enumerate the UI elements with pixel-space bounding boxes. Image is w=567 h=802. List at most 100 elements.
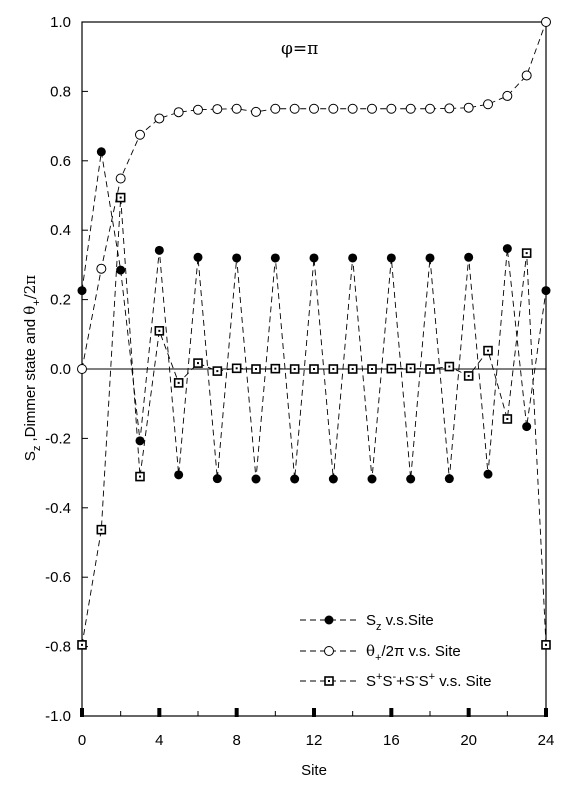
y-axis-title: Sz ,Dimmer state and θ+/2π <box>21 275 43 461</box>
series-line <box>81 151 547 480</box>
data-point <box>367 474 377 484</box>
y-title-s-sub: z <box>31 446 43 452</box>
x-tick-label: 20 <box>460 732 477 749</box>
legend-label-theta: θ+/2π v.s. Site <box>366 642 461 664</box>
y-tick-label: 0.6 <box>50 153 71 170</box>
data-point-center <box>139 475 141 478</box>
x-tick-label: 12 <box>306 732 323 749</box>
data-point <box>541 286 551 296</box>
y-tick-label: 0.2 <box>50 292 71 309</box>
data-point <box>290 474 300 484</box>
data-point <box>154 113 165 124</box>
data-point <box>270 253 280 263</box>
data-point-center <box>371 368 373 370</box>
data-point <box>96 263 107 274</box>
data-point <box>522 422 532 432</box>
data-point <box>173 107 184 118</box>
data-point <box>521 70 532 81</box>
legend-spsm-sup3: - <box>415 671 419 683</box>
legend-spsm-s3: +S <box>396 673 415 690</box>
data-point <box>463 102 474 113</box>
legend-item-theta: θ+/2π v.s. Site <box>300 642 461 664</box>
data-point <box>96 147 106 157</box>
y-tick-label: 1.0 <box>50 14 71 31</box>
data-point <box>348 253 358 263</box>
legend-spsm-rest: v.s. Site <box>435 673 491 690</box>
data-point <box>231 103 242 114</box>
series-open-square-dot <box>77 192 551 650</box>
data-point-center <box>429 368 431 370</box>
y-tick-label: 0.8 <box>50 83 71 100</box>
legend-marker-filled-circle <box>324 615 334 625</box>
data-point-center <box>119 196 122 199</box>
phi-annotation: φ=π <box>281 39 318 59</box>
data-point <box>405 103 416 114</box>
data-point-center <box>313 368 315 370</box>
x-tick-label: 16 <box>383 732 400 749</box>
data-point-center <box>216 370 219 373</box>
data-point-center <box>100 528 103 531</box>
y-tick-label: -1.0 <box>45 708 71 725</box>
x-tick-label: 0 <box>78 732 86 749</box>
legend-marker-open-circle <box>324 646 334 656</box>
legend-theta-sub: + <box>375 652 381 664</box>
data-point <box>367 103 377 114</box>
data-point-center <box>525 252 528 255</box>
data-point <box>212 474 222 484</box>
x-tick <box>234 708 239 717</box>
data-point-center <box>274 367 277 370</box>
y-tick-label: -0.2 <box>45 430 71 447</box>
y-title-2pi: /2π <box>21 275 39 300</box>
data-point <box>289 103 300 114</box>
legend-spsm-s1: S <box>366 673 376 690</box>
legend-spsm-s2: S <box>382 673 392 690</box>
legend-item-spsm: S+S-+S-S+ v.s. Site <box>300 671 491 690</box>
data-point <box>386 103 397 114</box>
x-tick-label: 8 <box>232 732 240 749</box>
y-title-s: S <box>22 451 39 461</box>
series-filled-circle <box>77 147 551 484</box>
data-point <box>77 286 87 296</box>
data-point-center <box>467 374 470 377</box>
data-point <box>251 106 261 117</box>
x-axis: 0 4 8 12 16 20 24 <box>78 708 555 749</box>
data-point <box>135 436 145 446</box>
x-tick <box>80 708 84 717</box>
data-point <box>309 253 319 263</box>
data-point <box>115 173 126 184</box>
data-point <box>425 253 435 263</box>
data-point <box>232 253 242 263</box>
data-point-center <box>158 329 161 332</box>
data-point-center <box>177 381 180 384</box>
data-point <box>425 103 435 114</box>
data-point <box>464 252 474 262</box>
data-point-center <box>293 368 296 370</box>
data-point-center <box>235 367 238 370</box>
y-title-theta: θ <box>21 306 39 315</box>
y-tick-label: -0.8 <box>45 639 71 656</box>
x-tick-label: 4 <box>155 732 163 749</box>
data-point-center <box>545 643 547 646</box>
legend-sz-rest: v.s.Site <box>382 612 434 629</box>
data-point <box>174 470 184 480</box>
legend-theta-main: θ <box>366 642 375 660</box>
legend-spsm-sup4: + <box>429 671 435 683</box>
y-tick-label: 0.0 <box>50 361 71 378</box>
data-point <box>347 103 358 114</box>
legend-spsm-sup1: + <box>376 671 382 683</box>
x-tick-label: 24 <box>538 732 555 749</box>
y-tick-label: -0.4 <box>45 500 71 517</box>
series-line <box>81 21 547 370</box>
data-point <box>444 474 454 484</box>
x-tick <box>544 708 548 717</box>
data-point-center <box>197 362 199 365</box>
data-point <box>251 474 261 484</box>
data-point <box>270 103 281 114</box>
data-point <box>77 364 87 374</box>
x-tick <box>157 708 162 717</box>
legend-label-sz: Sz v.s.Site <box>366 612 434 633</box>
data-point-center <box>409 367 412 370</box>
data-point <box>193 104 203 115</box>
legend-spsm-sup2: - <box>392 671 396 683</box>
